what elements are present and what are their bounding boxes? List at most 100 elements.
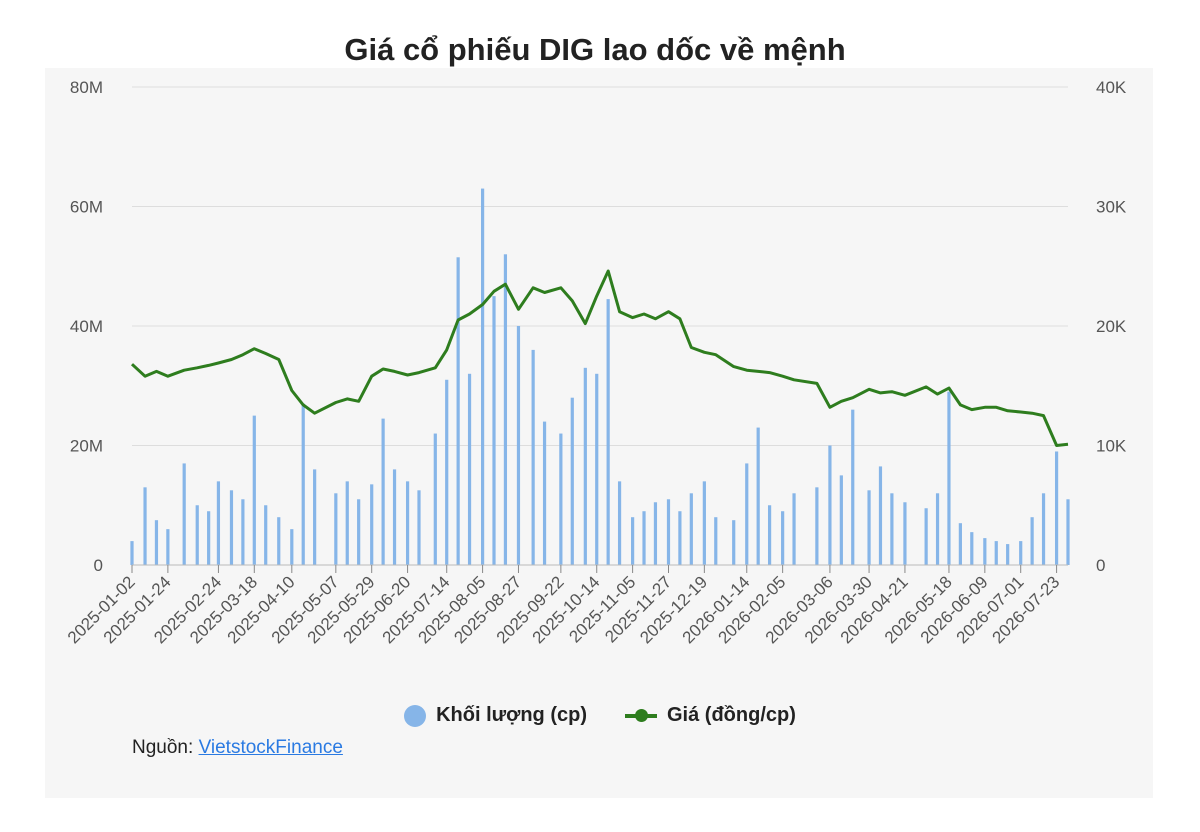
volume-bar (1066, 499, 1070, 565)
volume-bar (392, 469, 397, 565)
y-right-tick-label: 20K (1096, 317, 1127, 336)
volume-bar (970, 532, 974, 565)
volume-bar (357, 499, 361, 565)
volume-bar (935, 493, 940, 565)
volume-bar (958, 523, 962, 565)
volume-bar (606, 299, 610, 565)
y-left-tick-label: 60M (70, 198, 103, 217)
volume-bar (480, 188, 485, 565)
volume-bar (994, 541, 998, 565)
volume-bar (595, 373, 599, 565)
chart-panel (45, 68, 1153, 798)
y-axis-left: 0 20M 40M 60M 80M (70, 78, 103, 575)
volume-bar (143, 487, 147, 565)
legend-item-volume[interactable]: Khối lượng (cp) (404, 704, 587, 727)
volume-bar (130, 541, 134, 565)
volume-bar (903, 502, 907, 565)
volume-bar (732, 520, 736, 565)
volume-bar (570, 397, 574, 565)
volume-bar (678, 511, 682, 565)
grid-lines (132, 86, 1068, 566)
y-left-tick-label: 80M (70, 78, 103, 97)
volume-bar (792, 493, 796, 565)
volume-bar (983, 538, 987, 565)
chart-title: Giá cổ phiếu DIG lao dốc về mệnh (344, 32, 846, 67)
volume-bar (1041, 493, 1046, 565)
legend-label-price: Giá (đồng/cp) (667, 704, 796, 726)
volume-bar (516, 326, 521, 565)
volume-bar (456, 257, 460, 565)
volume-bar (166, 529, 170, 565)
volume-bar (781, 511, 785, 565)
volume-bar (631, 517, 635, 565)
source-label: Nguồn: (132, 737, 194, 758)
volume-bar (503, 254, 508, 566)
volume-bar (839, 475, 843, 565)
source-note: Nguồn: VietstockFinance (132, 737, 343, 759)
volume-bar (345, 481, 349, 565)
volume-bar (1019, 541, 1023, 565)
volume-bar (417, 490, 421, 565)
volume-bar (689, 493, 693, 565)
volume-bar (195, 505, 199, 565)
volume-bar (815, 487, 819, 565)
volume-bar (492, 296, 496, 565)
volume-bar (642, 511, 646, 565)
volume-bar (216, 481, 221, 565)
y-right-tick-label: 40K (1096, 78, 1127, 97)
volume-bar (878, 466, 883, 565)
price-swatch-icon (625, 708, 657, 722)
volume-bar (666, 499, 671, 565)
y-right-tick-label: 0 (1096, 556, 1105, 575)
volume-bar (828, 445, 832, 565)
source-link[interactable]: VietstockFinance (198, 737, 343, 758)
volume-bar (714, 517, 718, 565)
volume-bar (182, 463, 186, 565)
volume-bar (229, 490, 234, 565)
volume-bar (617, 481, 622, 565)
volume-bar (1006, 544, 1010, 565)
volume-bar (559, 433, 563, 565)
volume-bar (381, 418, 385, 565)
legend-item-price[interactable]: Giá (đồng/cp) (625, 704, 796, 727)
volume-bar (947, 391, 951, 565)
volume-bar (467, 373, 472, 565)
volume-bar (334, 493, 338, 565)
volume-bar (264, 505, 268, 565)
volume-bar (867, 490, 871, 565)
y-left-tick-label: 0 (94, 556, 103, 575)
volume-bar (445, 379, 449, 565)
volume-bar (745, 463, 749, 565)
volume-bar (653, 502, 658, 565)
y-axis-right: 0 10K 20K 30K 40K (1096, 78, 1127, 575)
volume-bar (531, 349, 535, 565)
volume-bar (277, 517, 281, 565)
y-right-tick-label: 30K (1096, 198, 1127, 217)
volume-bar (583, 367, 587, 565)
legend-label-volume: Khối lượng (cp) (436, 704, 587, 726)
volume-bar (1030, 517, 1034, 565)
volume-bar (1054, 451, 1059, 565)
volume-swatch-icon (404, 704, 427, 727)
volume-bar (207, 511, 211, 565)
volume-bar (767, 505, 772, 565)
volume-bar (924, 508, 928, 565)
volume-bar (313, 469, 317, 565)
volume-bars (130, 188, 1070, 566)
volume-bar (370, 484, 374, 565)
y-left-tick-label: 20M (70, 437, 103, 456)
volume-bar (542, 421, 547, 565)
volume-bar (890, 493, 894, 565)
y-right-tick-label: 10K (1096, 437, 1127, 456)
price-series-line (130, 269, 1069, 447)
volume-bar (851, 409, 855, 565)
volume-bar (290, 529, 294, 565)
volume-bar (756, 427, 760, 565)
volume-bar (702, 481, 706, 565)
volume-bar (241, 499, 245, 565)
volume-bar (154, 520, 159, 565)
y-left-tick-label: 40M (70, 317, 103, 336)
price-line (130, 269, 1069, 447)
legend: Khối lượng (cp) Giá (đồng/cp) (0, 704, 1200, 727)
